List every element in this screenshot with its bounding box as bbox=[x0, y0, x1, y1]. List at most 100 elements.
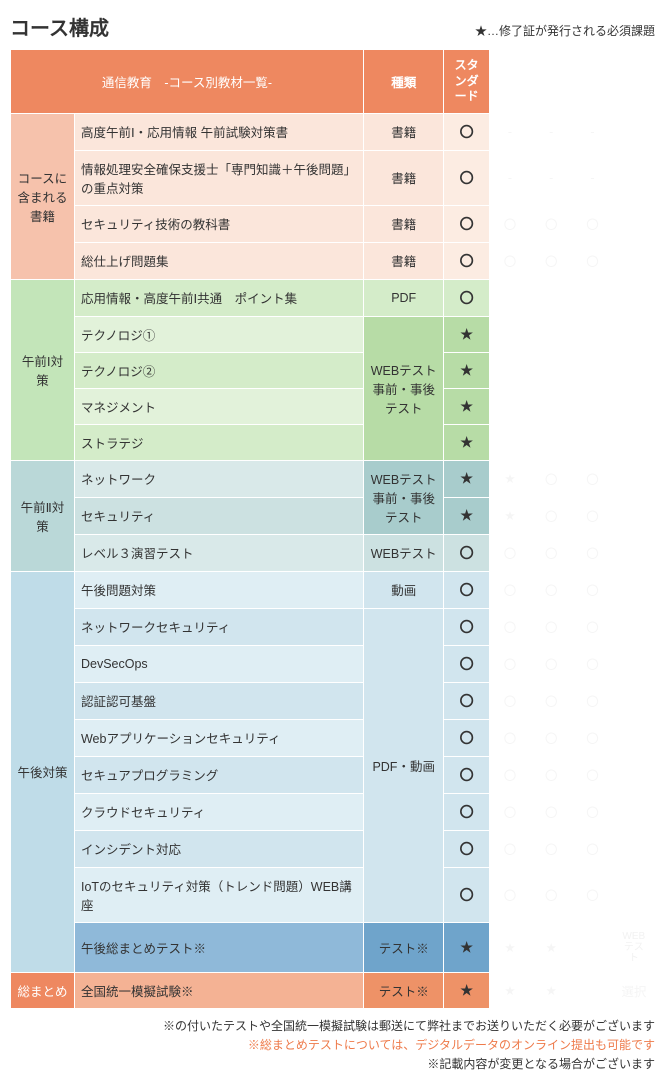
ghost-cell: 〇 bbox=[531, 534, 572, 571]
ghost-cell: 〇 bbox=[572, 242, 613, 279]
table-row: 午前Ⅱ対策 ネットワーク WEBテスト事前・事後テスト ★ ★ 〇 〇 bbox=[11, 460, 655, 497]
table-row: IoTのセキュリティ対策（トレンド問題）WEB講座 〇 〇 〇 〇 bbox=[11, 867, 655, 922]
item-label: 午後問題対策 bbox=[74, 571, 363, 608]
mark-cell: ★ bbox=[444, 922, 489, 972]
ghost-cell: - bbox=[489, 113, 530, 150]
type-cell: WEBテスト事前・事後テスト bbox=[363, 460, 443, 534]
item-label: 総仕上げ問題集 bbox=[74, 242, 363, 279]
ghost-cell: 〇 bbox=[489, 867, 530, 922]
table-header-row: 通信教育 -コース別教材一覧- 種類 スタンダード bbox=[11, 50, 655, 114]
item-label: セキュアプログラミング bbox=[74, 756, 363, 793]
ghost-cell: 〇 bbox=[572, 645, 613, 682]
type-cell: 書籍 bbox=[363, 242, 443, 279]
table-row: 総まとめ 全国統一模擬試験※ テスト※ ★ ★ ★ 選択 bbox=[11, 972, 655, 1008]
ghost-cell: 〇 bbox=[531, 682, 572, 719]
header-standard: スタンダード bbox=[444, 50, 489, 114]
type-cell: 書籍 bbox=[363, 205, 443, 242]
ghost-cell: 〇 bbox=[572, 460, 613, 497]
ghost-cell bbox=[572, 424, 613, 460]
ghost-cell: ★ bbox=[531, 922, 572, 972]
course-table: 通信教育 -コース別教材一覧- 種類 スタンダード コースに含まれる書籍 高度午… bbox=[10, 49, 655, 1009]
ghost-cell bbox=[613, 830, 654, 867]
ghost-cell bbox=[531, 352, 572, 388]
ghost-cell: 〇 bbox=[489, 205, 530, 242]
ghost-cell: 〇 bbox=[572, 756, 613, 793]
ghost-cell: 〇 bbox=[572, 534, 613, 571]
ghost-cell: WEBテスト bbox=[613, 922, 654, 972]
section-pm: 午後対策 bbox=[11, 571, 75, 972]
table-row: コースに含まれる書籍 高度午前Ⅰ・応用情報 午前試験対策書 書籍 〇 - - - bbox=[11, 113, 655, 150]
header-ghost-1 bbox=[489, 50, 530, 114]
ghost-cell bbox=[613, 645, 654, 682]
ghost-cell: ★ bbox=[531, 972, 572, 1008]
ghost-cell bbox=[613, 571, 654, 608]
ghost-cell: 〇 bbox=[572, 867, 613, 922]
mark-cell: ★ bbox=[444, 497, 489, 534]
ghost-cell: - bbox=[531, 150, 572, 205]
item-label: ストラテジ bbox=[74, 424, 363, 460]
item-label: レベル３演習テスト bbox=[74, 534, 363, 571]
ghost-cell: 〇 bbox=[572, 830, 613, 867]
mark-cell: 〇 bbox=[444, 534, 489, 571]
item-label: 高度午前Ⅰ・応用情報 午前試験対策書 bbox=[74, 113, 363, 150]
ghost-cell: 〇 bbox=[531, 205, 572, 242]
ghost-cell: 〇 bbox=[489, 242, 530, 279]
ghost-cell: 〇 bbox=[531, 756, 572, 793]
item-label: ネットワークセキュリティ bbox=[74, 608, 363, 645]
mark-cell: 〇 bbox=[444, 645, 489, 682]
course-table-container: コース構成 ★…修了証が発行される必須課題 通信教育 -コース別教材一覧- 種類… bbox=[0, 0, 665, 1086]
ghost-cell bbox=[572, 388, 613, 424]
item-label: 応用情報・高度午前Ⅰ共通 ポイント集 bbox=[74, 279, 363, 316]
ghost-cell: 〇 bbox=[489, 682, 530, 719]
table-row: 午前Ⅰ対策 応用情報・高度午前Ⅰ共通 ポイント集 PDF 〇 bbox=[11, 279, 655, 316]
legend-text: ★…修了証が発行される必須課題 bbox=[475, 22, 655, 39]
section-am1: 午前Ⅰ対策 bbox=[11, 279, 75, 460]
type-cell: WEBテスト bbox=[363, 534, 443, 571]
table-row: ストラテジ ★ bbox=[11, 424, 655, 460]
header-row: コース構成 ★…修了証が発行される必須課題 bbox=[10, 12, 655, 41]
ghost-cell bbox=[613, 867, 654, 922]
ghost-cell bbox=[613, 793, 654, 830]
mark-cell: 〇 bbox=[444, 867, 489, 922]
ghost-cell: 〇 bbox=[572, 571, 613, 608]
table-row: Webアプリケーションセキュリティ 〇 〇 〇 〇 bbox=[11, 719, 655, 756]
ghost-cell: 〇 bbox=[531, 867, 572, 922]
ghost-cell: 〇 bbox=[489, 645, 530, 682]
ghost-cell bbox=[613, 534, 654, 571]
ghost-cell bbox=[613, 113, 654, 150]
item-label: 情報処理安全確保支援士「専門知識＋午後問題」の重点対策 bbox=[74, 150, 363, 205]
ghost-cell: 〇 bbox=[572, 793, 613, 830]
ghost-cell: 〇 bbox=[489, 571, 530, 608]
table-row: クラウドセキュリティ 〇 〇 〇 〇 bbox=[11, 793, 655, 830]
ghost-cell bbox=[613, 352, 654, 388]
mark-cell: 〇 bbox=[444, 682, 489, 719]
type-cell: 書籍 bbox=[363, 150, 443, 205]
table-row: DevSecOps 〇 〇 〇 〇 bbox=[11, 645, 655, 682]
ghost-cell: - bbox=[572, 113, 613, 150]
mark-cell: 〇 bbox=[444, 113, 489, 150]
ghost-cell: 〇 bbox=[531, 793, 572, 830]
ghost-cell bbox=[489, 279, 530, 316]
table-row: 午後総まとめテスト※ テスト※ ★ ★ ★ WEBテスト bbox=[11, 922, 655, 972]
mark-cell: 〇 bbox=[444, 719, 489, 756]
item-label: 認証認可基盤 bbox=[74, 682, 363, 719]
type-cell: 動画 bbox=[363, 571, 443, 608]
ghost-cell bbox=[613, 242, 654, 279]
ghost-cell: 〇 bbox=[531, 571, 572, 608]
ghost-cell bbox=[572, 279, 613, 316]
mark-cell: ★ bbox=[444, 972, 489, 1008]
ghost-cell: 〇 bbox=[531, 242, 572, 279]
item-label: ネットワーク bbox=[74, 460, 363, 497]
ghost-cell: 〇 bbox=[489, 534, 530, 571]
item-label: クラウドセキュリティ bbox=[74, 793, 363, 830]
header-type: 種類 bbox=[363, 50, 443, 114]
section-am2: 午前Ⅱ対策 bbox=[11, 460, 75, 571]
ghost-cell: 〇 bbox=[531, 645, 572, 682]
item-label: テクノロジ① bbox=[74, 316, 363, 352]
item-label: セキュリティ技術の教科書 bbox=[74, 205, 363, 242]
ghost-cell: 〇 bbox=[489, 756, 530, 793]
mark-cell: 〇 bbox=[444, 830, 489, 867]
table-row: テクノロジ① WEBテスト事前・事後テスト ★ bbox=[11, 316, 655, 352]
footnotes: ※の付いたテストや全国統一模擬試験は郵送にて弊社までお送りいただく必要がございま… bbox=[10, 1017, 655, 1072]
ghost-cell: - bbox=[489, 150, 530, 205]
